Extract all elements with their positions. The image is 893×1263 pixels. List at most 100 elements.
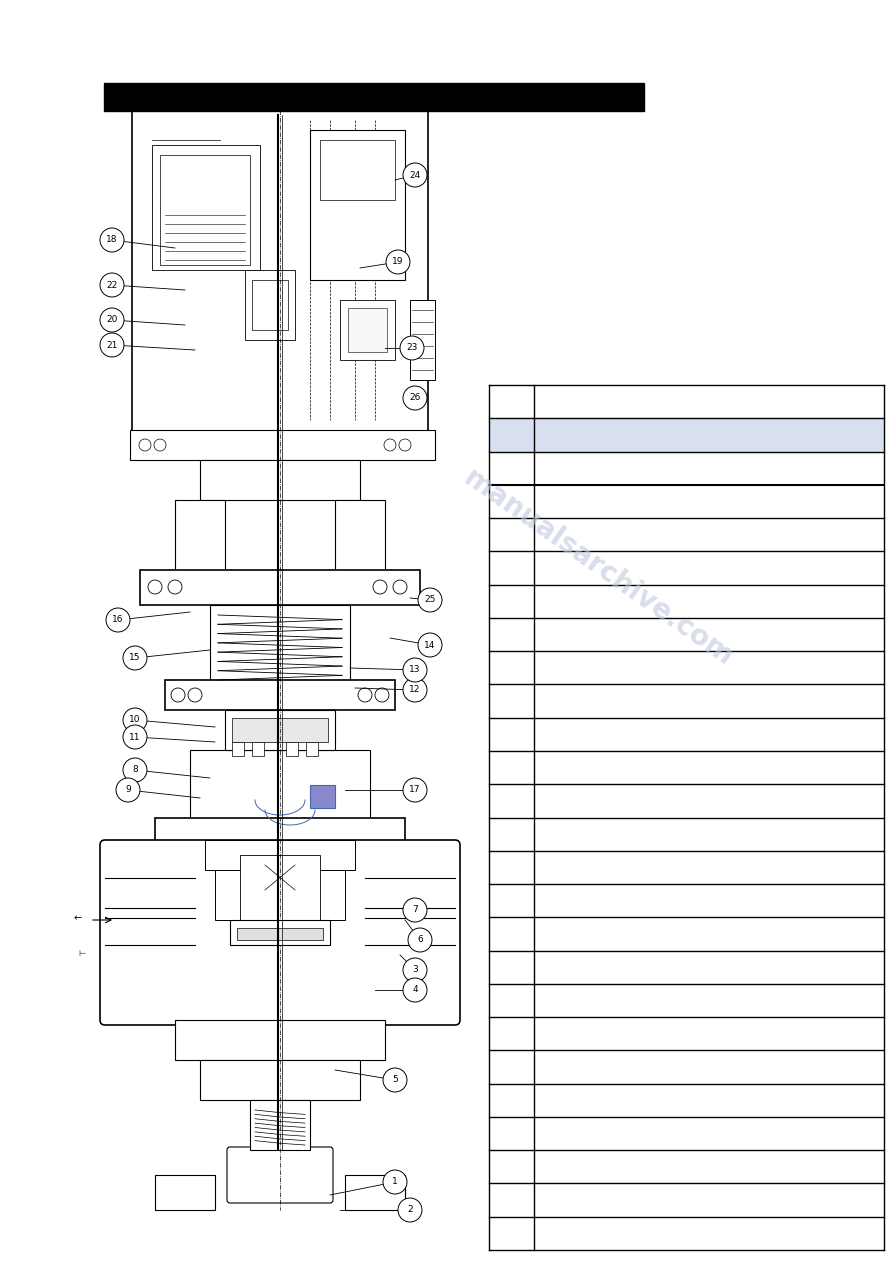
Bar (245, 270, 295, 340)
Circle shape (398, 1199, 422, 1223)
Text: 26: 26 (409, 394, 421, 403)
Text: 12: 12 (409, 686, 421, 695)
Text: 1: 1 (392, 1177, 398, 1186)
Bar (232, 741, 244, 757)
Bar (165, 679, 395, 710)
Circle shape (393, 580, 407, 594)
Circle shape (384, 440, 396, 451)
Text: 25: 25 (424, 595, 436, 605)
Text: 19: 19 (392, 258, 404, 266)
Bar (200, 1060, 360, 1100)
Bar (190, 750, 370, 820)
Circle shape (403, 959, 427, 983)
Text: 5: 5 (392, 1076, 398, 1085)
Circle shape (373, 580, 387, 594)
Bar (215, 870, 345, 919)
Circle shape (154, 440, 166, 451)
Circle shape (106, 608, 130, 632)
Bar (175, 1021, 385, 1060)
Bar (240, 855, 320, 925)
Text: 23: 23 (406, 344, 418, 352)
Bar (310, 786, 335, 808)
Text: 18: 18 (106, 235, 118, 245)
Text: 20: 20 (106, 316, 118, 325)
Bar (335, 500, 385, 580)
Bar (345, 1175, 405, 1210)
Bar (252, 741, 264, 757)
Bar (232, 717, 328, 741)
Circle shape (100, 308, 124, 332)
Circle shape (375, 688, 389, 702)
Circle shape (383, 1170, 407, 1194)
Bar (250, 1100, 310, 1151)
Bar (104, 83, 644, 111)
FancyBboxPatch shape (227, 1147, 333, 1202)
Text: 14: 14 (424, 640, 436, 649)
Bar (155, 818, 405, 845)
FancyBboxPatch shape (100, 840, 460, 1026)
Text: 22: 22 (106, 280, 118, 289)
Bar (252, 280, 288, 330)
Text: 9: 9 (125, 786, 131, 794)
Text: 24: 24 (409, 171, 421, 179)
Bar (310, 130, 405, 280)
Bar (155, 1175, 215, 1210)
Circle shape (123, 709, 147, 733)
Circle shape (400, 336, 424, 360)
Circle shape (386, 250, 410, 274)
FancyBboxPatch shape (132, 92, 428, 448)
Text: 17: 17 (409, 786, 421, 794)
Text: 11: 11 (129, 733, 141, 741)
Bar (175, 500, 225, 580)
Circle shape (383, 1068, 407, 1092)
Circle shape (418, 589, 442, 613)
Bar (230, 919, 330, 945)
Bar (320, 140, 395, 200)
Circle shape (188, 688, 202, 702)
Text: 10: 10 (129, 716, 141, 725)
Bar (140, 570, 420, 605)
Text: 8: 8 (132, 765, 138, 774)
Circle shape (139, 440, 151, 451)
Text: 21: 21 (106, 341, 118, 350)
Circle shape (123, 758, 147, 782)
Circle shape (123, 725, 147, 749)
Circle shape (148, 580, 162, 594)
Circle shape (403, 386, 427, 410)
Text: manualsarchive.com: manualsarchive.com (458, 465, 739, 672)
Bar (340, 301, 395, 360)
Circle shape (123, 645, 147, 669)
Circle shape (403, 978, 427, 1002)
Circle shape (100, 333, 124, 357)
Text: 16: 16 (113, 615, 124, 624)
Text: 2: 2 (407, 1205, 413, 1215)
Circle shape (100, 273, 124, 297)
Bar (410, 301, 435, 380)
Text: 4: 4 (413, 985, 418, 994)
Bar (130, 429, 435, 460)
Circle shape (403, 658, 427, 682)
Bar (489, 418, 884, 452)
Circle shape (168, 580, 182, 594)
Bar (160, 155, 250, 265)
Bar (200, 460, 360, 500)
Text: 15: 15 (129, 653, 141, 663)
Text: 7: 7 (413, 906, 418, 914)
Circle shape (403, 778, 427, 802)
Circle shape (408, 928, 432, 952)
Circle shape (403, 163, 427, 187)
Text: 13: 13 (409, 666, 421, 674)
Bar (306, 741, 318, 757)
Text: ⊢: ⊢ (79, 950, 86, 959)
Circle shape (399, 440, 411, 451)
Bar (152, 145, 260, 270)
Circle shape (171, 688, 185, 702)
Circle shape (100, 229, 124, 253)
Bar (237, 928, 323, 940)
Bar (205, 840, 355, 870)
Circle shape (403, 898, 427, 922)
Circle shape (116, 778, 140, 802)
Circle shape (418, 633, 442, 657)
Text: 3: 3 (413, 965, 418, 975)
Bar (286, 741, 298, 757)
